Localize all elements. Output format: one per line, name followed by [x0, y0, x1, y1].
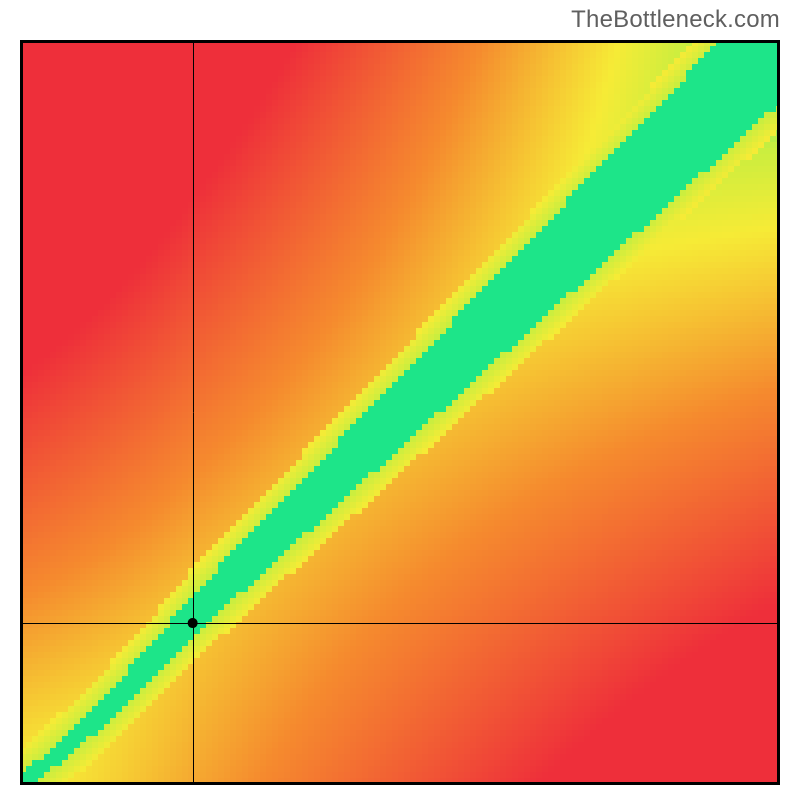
bottleneck-heatmap: [20, 40, 780, 785]
chart-root: { "watermark": { "text": "TheBottleneck.…: [0, 0, 800, 800]
watermark-text: TheBottleneck.com: [571, 6, 780, 34]
